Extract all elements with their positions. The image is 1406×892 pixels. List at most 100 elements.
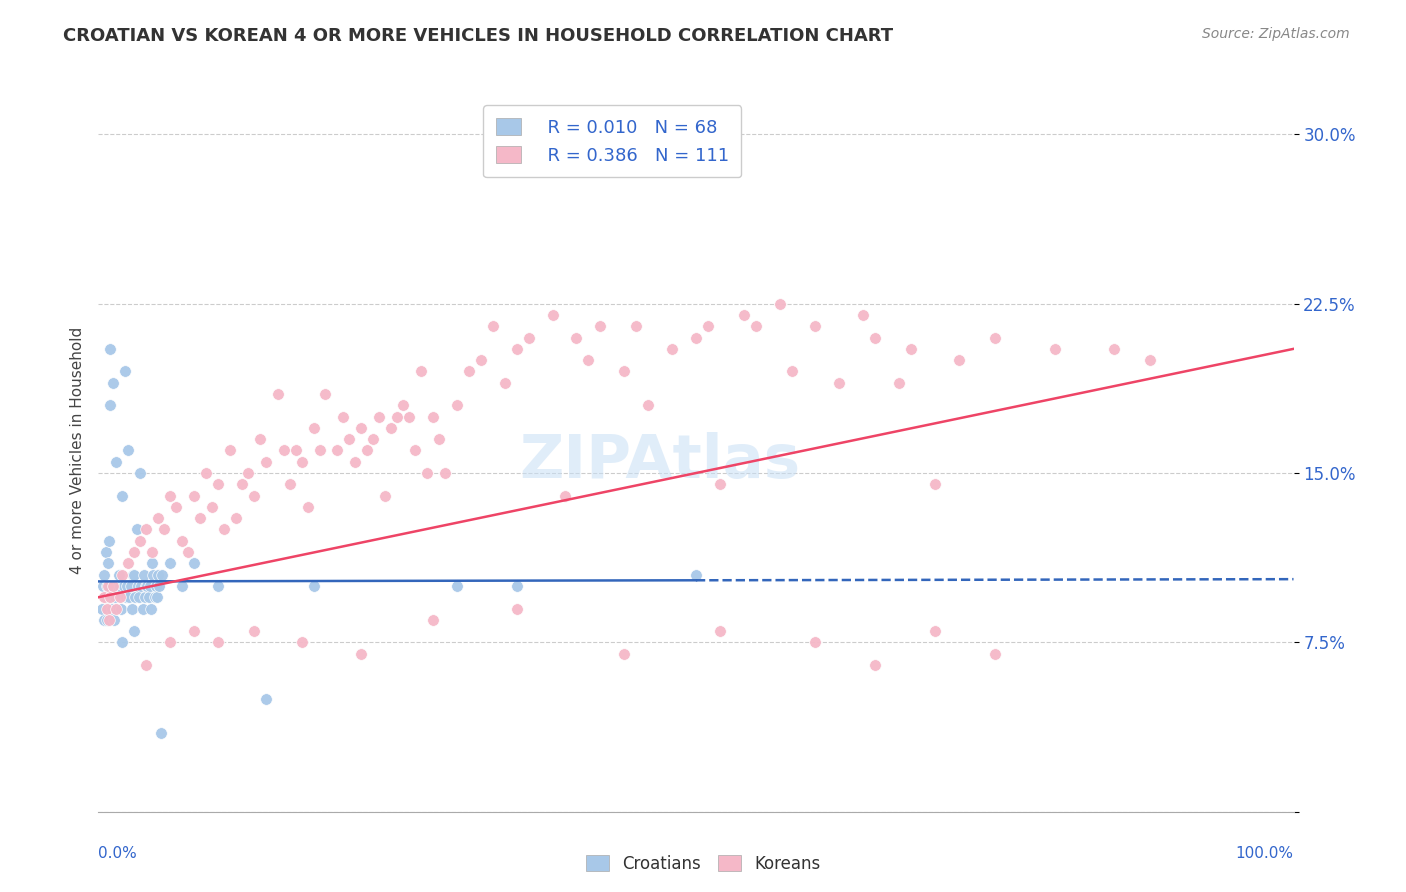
Point: [385, 409, 409, 424]
Point: [326, 443, 349, 458]
Point: [398, 409, 420, 424]
Point: [143, 591, 166, 605]
Point: [254, 691, 277, 706]
Point: [97, 591, 120, 605]
Point: [131, 601, 153, 615]
Point: [118, 591, 141, 605]
Point: [111, 489, 134, 503]
Point: [93, 567, 115, 582]
Point: [145, 579, 167, 593]
Point: [231, 477, 253, 491]
Point: [302, 421, 325, 435]
Point: [1104, 342, 1126, 356]
Point: [107, 579, 129, 593]
Point: [183, 624, 205, 639]
Point: [446, 579, 468, 593]
Point: [368, 409, 391, 424]
Point: [541, 308, 564, 322]
Point: [165, 500, 187, 514]
Point: [302, 579, 325, 593]
Point: [350, 421, 373, 435]
Point: [91, 601, 114, 615]
Point: [146, 591, 169, 605]
Point: [128, 591, 150, 605]
Point: [613, 647, 636, 661]
Point: [392, 398, 415, 412]
Point: [129, 533, 152, 548]
Point: [494, 376, 516, 390]
Point: [422, 613, 444, 627]
Point: [98, 613, 121, 627]
Point: [411, 364, 433, 378]
Point: [159, 557, 181, 571]
Point: [135, 523, 157, 537]
Point: [159, 489, 181, 503]
Point: [129, 466, 152, 480]
Point: [249, 432, 271, 446]
Point: [780, 364, 803, 378]
Point: [121, 601, 143, 615]
Point: [172, 579, 194, 593]
Point: [254, 455, 277, 469]
Point: [127, 579, 149, 593]
Point: [111, 567, 134, 582]
Point: [212, 523, 235, 537]
Point: [889, 376, 911, 390]
Point: [125, 523, 148, 537]
Text: 0.0%: 0.0%: [98, 846, 138, 861]
Point: [207, 579, 229, 593]
Point: [142, 567, 165, 582]
Point: [236, 466, 259, 480]
Point: [96, 613, 118, 627]
Point: [733, 308, 755, 322]
Point: [506, 579, 529, 593]
Point: [98, 591, 122, 605]
Point: [111, 635, 134, 649]
Point: [589, 319, 612, 334]
Point: [122, 567, 145, 582]
Point: [105, 455, 128, 469]
Point: [132, 567, 155, 582]
Point: [1139, 353, 1161, 368]
Point: [356, 443, 378, 458]
Point: [380, 421, 402, 435]
Point: [315, 387, 337, 401]
Point: [108, 591, 131, 605]
Point: [94, 545, 117, 559]
Point: [101, 579, 124, 593]
Point: [107, 567, 129, 582]
Point: [745, 319, 768, 334]
Point: [139, 601, 162, 615]
Point: [506, 342, 529, 356]
Point: [114, 364, 136, 378]
Point: [124, 567, 146, 582]
Point: [183, 489, 205, 503]
Point: [243, 489, 266, 503]
Point: [110, 601, 132, 615]
Point: [117, 557, 139, 571]
Point: [948, 353, 970, 368]
Point: [117, 443, 139, 458]
Point: [422, 409, 444, 424]
Point: [297, 500, 319, 514]
Point: [149, 725, 172, 739]
Point: [150, 567, 173, 582]
Point: [225, 511, 247, 525]
Point: [554, 489, 576, 503]
Point: [458, 364, 481, 378]
Point: [804, 319, 827, 334]
Point: [374, 489, 396, 503]
Point: [416, 466, 439, 480]
Point: [135, 579, 157, 593]
Point: [153, 523, 176, 537]
Point: [291, 455, 314, 469]
Point: [97, 557, 120, 571]
Point: [626, 319, 648, 334]
Point: [94, 591, 117, 605]
Point: [332, 409, 354, 424]
Point: [578, 353, 600, 368]
Point: [363, 432, 385, 446]
Point: [124, 591, 146, 605]
Point: [613, 364, 636, 378]
Point: [98, 342, 122, 356]
